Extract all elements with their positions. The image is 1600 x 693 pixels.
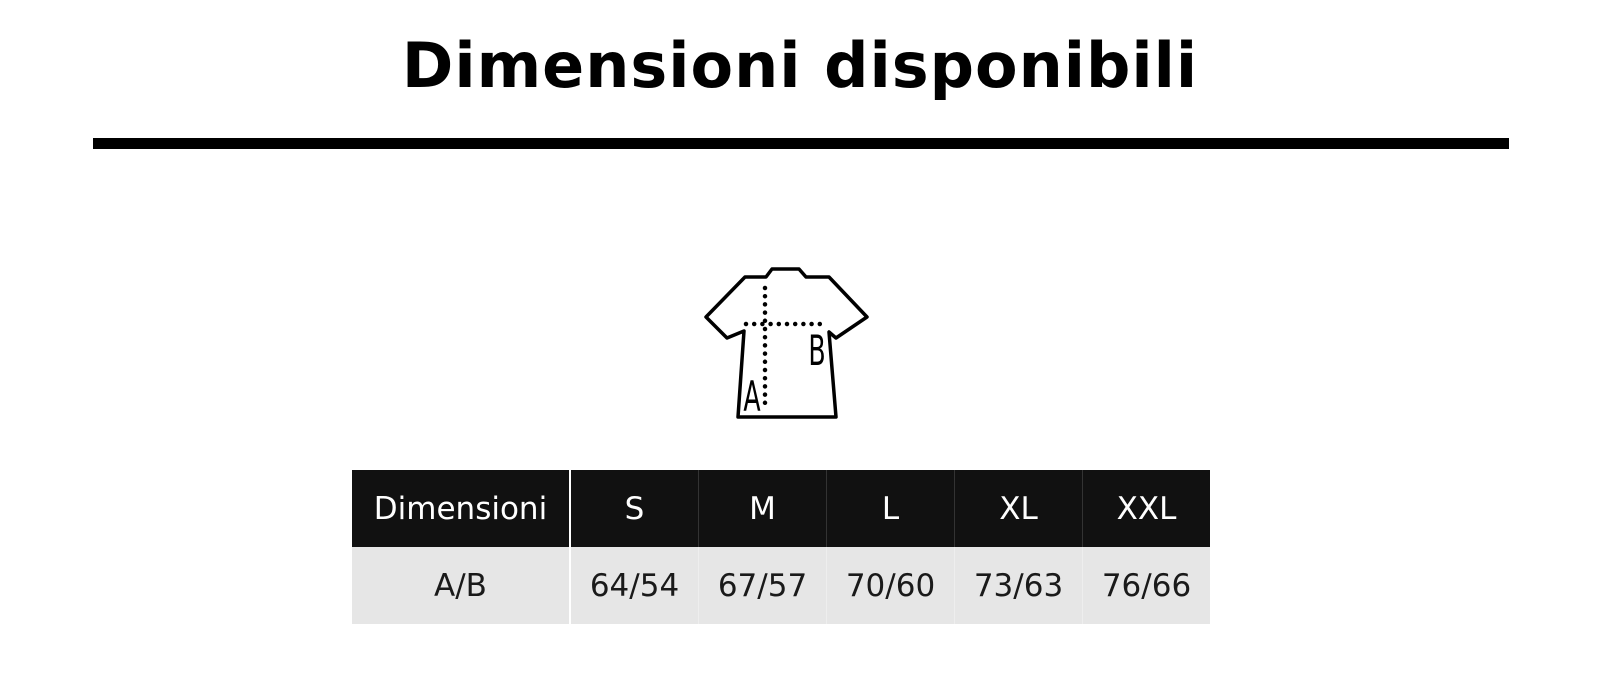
table-header-row: Dimensioni S M L XL XXL (352, 470, 1210, 547)
size-table: Dimensioni S M L XL XXL A/B 64/54 67/57 … (352, 470, 1210, 624)
tshirt-measurement-icon: A B (704, 267, 869, 422)
header-cell: M (698, 470, 827, 547)
header-cell: XXL (1082, 470, 1210, 547)
table-cell: 64/54 (569, 547, 699, 624)
header-cell: Dimensioni (352, 470, 571, 547)
label-b: B (808, 327, 825, 376)
page-title: Dimensioni disponibili (401, 29, 1199, 102)
table-row: A/B 64/54 67/57 70/60 73/63 76/66 (352, 547, 1210, 624)
header-cell: L (826, 470, 955, 547)
row-label: A/B (352, 547, 571, 624)
table-cell: 70/60 (826, 547, 955, 624)
header-cell: XL (954, 470, 1083, 547)
header-cell: S (569, 470, 699, 547)
table-cell: 67/57 (698, 547, 827, 624)
divider (93, 138, 1509, 149)
table-cell: 76/66 (1082, 547, 1210, 624)
table-cell: 73/63 (954, 547, 1083, 624)
label-a: A (743, 373, 760, 422)
